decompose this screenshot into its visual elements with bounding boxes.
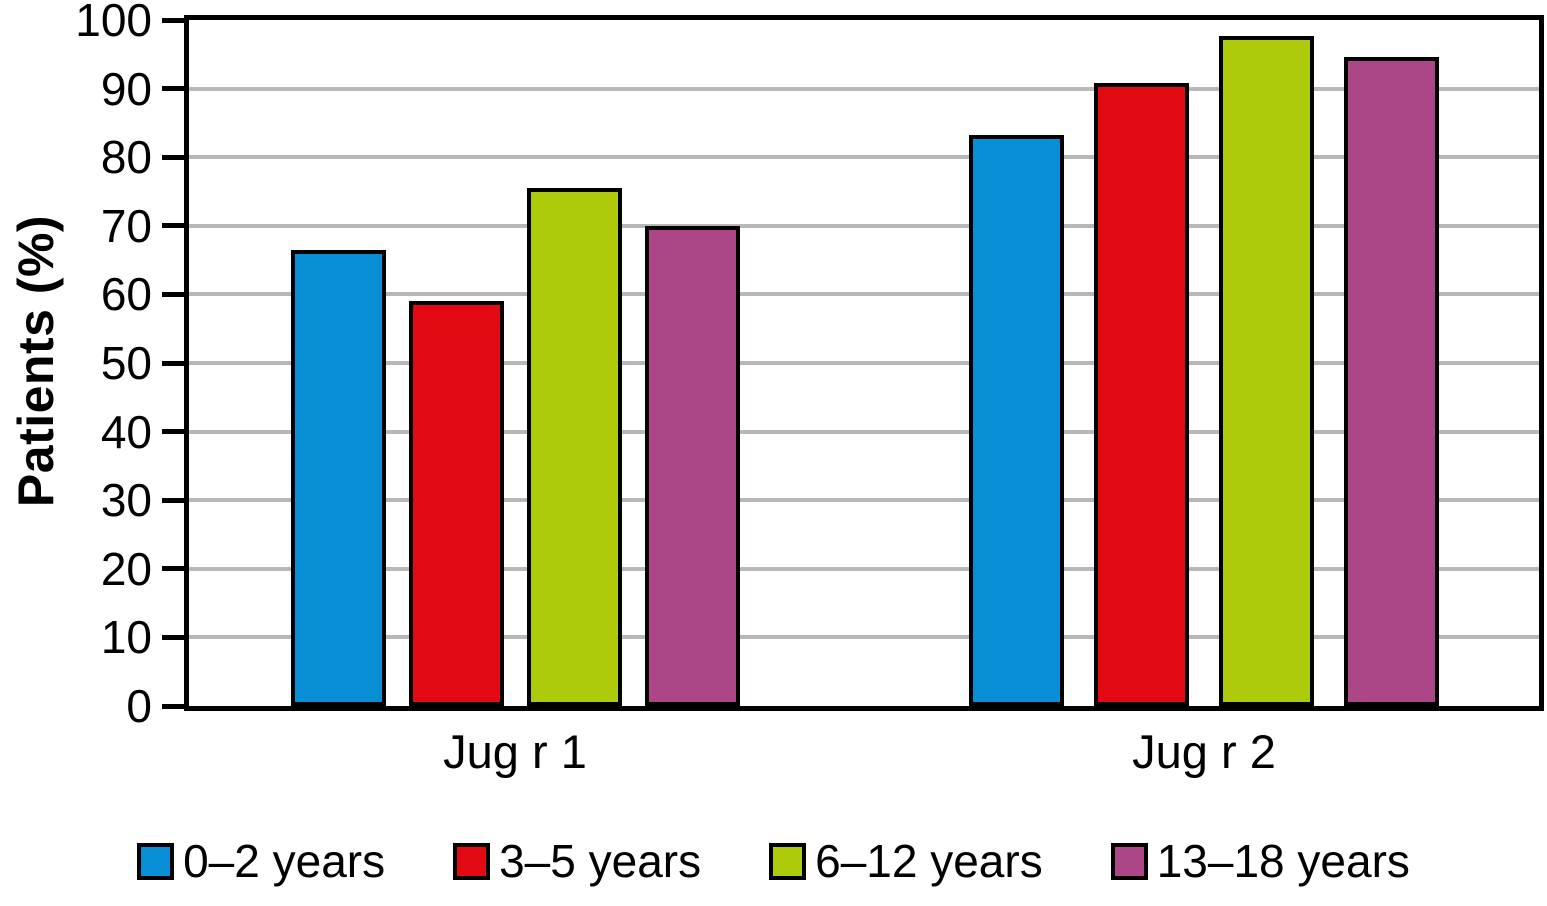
legend-item-3-5-years: 3–5 years (453, 836, 701, 886)
x-category-label-jug-r-1: Jug r 1 (443, 725, 587, 778)
y-tick-label-40: 40 (100, 405, 152, 458)
y-axis-ticks (162, 17, 184, 709)
legend-item-6-12-years: 6–12 years (769, 836, 1043, 886)
gridline-80 (189, 155, 1539, 160)
y-tick-label-70: 70 (100, 199, 152, 252)
y-axis-labels: 0 10 20 30 40 50 60 70 80 90 100 (30, 0, 152, 731)
y-tick-label-30: 30 (100, 474, 152, 527)
y-tick-100 (162, 17, 184, 23)
legend-label-6-12-years: 6–12 years (815, 835, 1043, 887)
bar-group-jug-r-2 (969, 20, 1439, 706)
y-tick-60 (162, 291, 184, 297)
gridline-50 (189, 361, 1539, 365)
bar-jug-r-2-6-12-years (1219, 35, 1314, 706)
bar-jug-r-2-0-2-years (969, 134, 1064, 706)
legend-swatch-3-5-years (453, 842, 491, 880)
gridline-60 (189, 292, 1539, 297)
bar-jug-r-1-6-12-years (527, 188, 622, 706)
gridline-90 (189, 86, 1539, 91)
y-tick-40 (162, 429, 184, 435)
legend-swatch-0-2-years (137, 842, 175, 880)
gridline-40 (189, 429, 1539, 434)
legend-label-13-18-years: 13–18 years (1156, 835, 1410, 887)
legend-label-3-5-years: 3–5 years (499, 835, 702, 887)
y-tick-10 (162, 634, 184, 640)
y-tick-0 (162, 703, 184, 709)
y-tick-50 (162, 360, 184, 366)
legend-item-0-2-years: 0–2 years (137, 836, 385, 886)
bar-jug-r-1-0-2-years (291, 249, 386, 706)
bar-group-jug-r-1 (291, 20, 740, 706)
gridline-10 (189, 635, 1539, 640)
y-tick-label-100: 100 (75, 0, 152, 46)
legend-label-0-2-years: 0–2 years (183, 835, 386, 887)
y-tick-label-0: 0 (126, 680, 152, 732)
legend: 0–2 years 3–5 years 6–12 years 13–18 years (0, 836, 1547, 886)
y-tick-label-80: 80 (100, 131, 152, 184)
x-category-label-jug-r-2: Jug r 2 (1132, 725, 1276, 778)
y-tick-label-60: 60 (100, 268, 152, 321)
legend-swatch-6-12-years (769, 842, 807, 880)
bar-jug-r-2-3-5-years (1094, 83, 1189, 706)
y-tick-90 (162, 86, 184, 92)
y-tick-70 (162, 223, 184, 229)
bar-jug-r-1-3-5-years (409, 301, 504, 706)
y-tick-label-20: 20 (100, 542, 152, 595)
bar-jug-r-1-13-18-years (645, 225, 740, 706)
y-tick-label-90: 90 (100, 62, 152, 115)
y-tick-20 (162, 566, 184, 572)
y-tick-30 (162, 497, 184, 503)
plot-area (184, 15, 1544, 711)
gridline-70 (189, 223, 1539, 228)
legend-swatch-13-18-years (1110, 842, 1148, 880)
y-tick-label-50: 50 (100, 337, 152, 389)
gridline-20 (189, 566, 1539, 571)
gridline-30 (189, 498, 1539, 503)
y-tick-label-10: 10 (100, 611, 152, 664)
legend-item-13-18-years: 13–18 years (1110, 835, 1410, 887)
y-tick-80 (162, 154, 184, 160)
bar-jug-r-2-13-18-years (1344, 57, 1439, 706)
